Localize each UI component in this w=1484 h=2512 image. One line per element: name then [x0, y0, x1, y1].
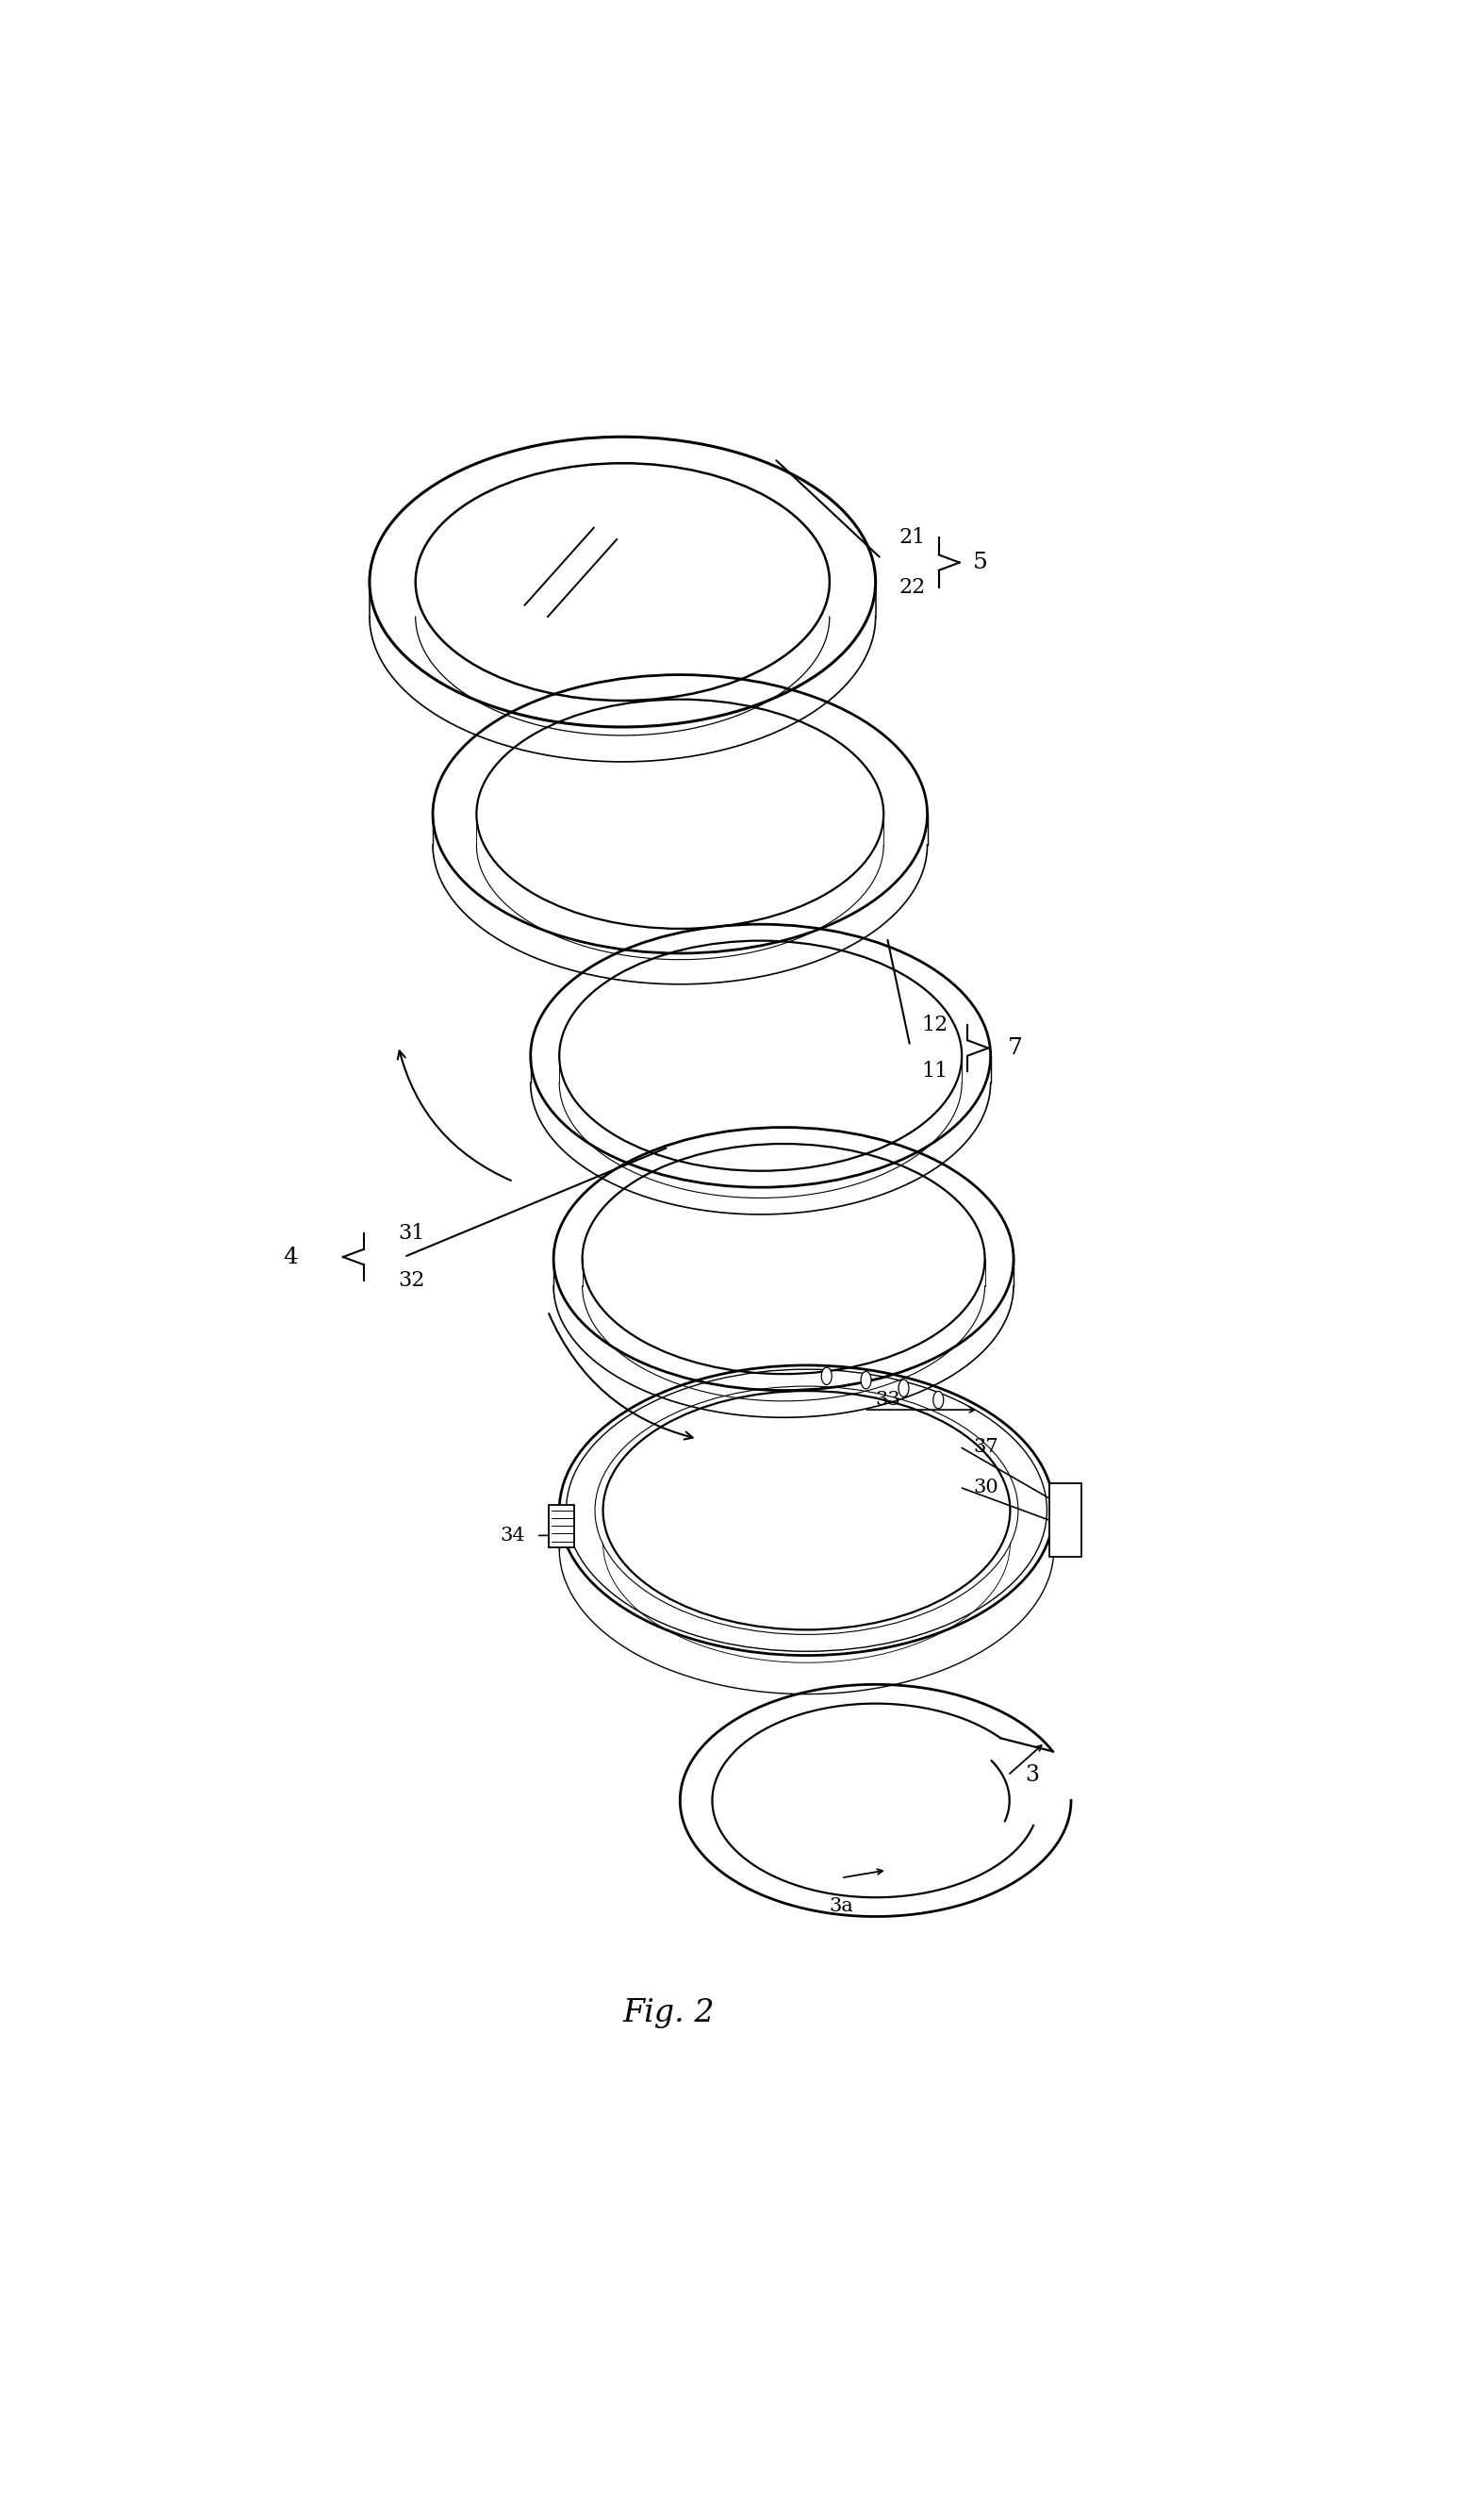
Text: 34: 34: [500, 1527, 525, 1545]
Text: 30: 30: [974, 1477, 999, 1497]
Text: 3: 3: [1025, 1763, 1039, 1786]
Circle shape: [933, 1392, 944, 1409]
FancyArrowPatch shape: [549, 1314, 693, 1439]
Text: Fig. 2: Fig. 2: [622, 1997, 715, 2027]
Bar: [549, 1505, 574, 1547]
Text: 7: 7: [1008, 1037, 1022, 1060]
Text: 32: 32: [398, 1269, 424, 1291]
Text: 37: 37: [974, 1437, 999, 1454]
FancyBboxPatch shape: [1049, 1482, 1082, 1557]
Text: 11: 11: [922, 1060, 948, 1083]
Text: 22: 22: [899, 578, 925, 598]
FancyArrowPatch shape: [398, 1050, 510, 1181]
Text: 4: 4: [283, 1246, 298, 1269]
Text: 31: 31: [398, 1223, 424, 1243]
Text: 21: 21: [899, 528, 925, 548]
Circle shape: [861, 1372, 871, 1389]
Circle shape: [822, 1367, 831, 1384]
Text: 12: 12: [922, 1015, 948, 1035]
Text: 33: 33: [876, 1392, 901, 1409]
Text: 5: 5: [974, 553, 988, 573]
Circle shape: [898, 1379, 908, 1397]
Text: 3a: 3a: [830, 1897, 853, 1914]
